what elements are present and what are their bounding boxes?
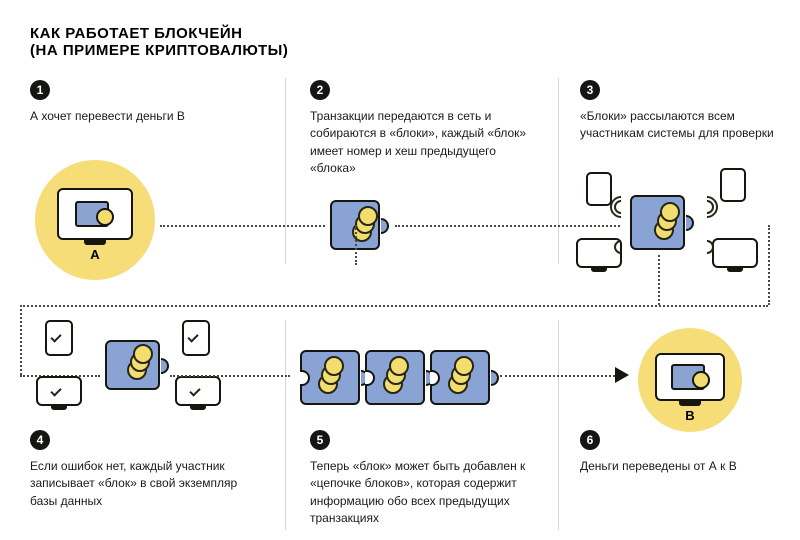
signal-wave-icon [691,191,722,222]
connector-line [395,225,620,227]
step-4-text: Если ошибок нет, каждый участник записыв… [30,458,260,510]
wallet-icon [75,201,109,227]
check-icon [52,384,66,394]
separator [285,320,286,530]
monitor-small-icon [712,238,758,272]
step-2-number: 2 [310,80,330,100]
separator [558,78,559,264]
connector-line [355,225,357,265]
step-6-text: Деньги переведены от А к В [580,458,790,475]
step-3-text: «Блоки» рассылаются всем участникам сист… [580,108,790,143]
connector-line [160,225,325,227]
arrowhead-icon [615,367,629,383]
check-icon [52,330,66,340]
check-icon [191,384,205,394]
connector-line [20,305,768,307]
label-b: B [655,408,725,423]
step-1-text: А хочет перевести деньги В [30,108,240,125]
separator [285,78,286,264]
connector-line [768,225,770,305]
step-2-text: Транзакции передаются в сеть и собираютс… [310,108,540,178]
step-4-number: 4 [30,430,50,450]
connector-line [500,375,615,377]
connector-line [170,375,290,377]
label-a: A [57,247,133,262]
step-5-number: 5 [310,430,330,450]
title-line1: КАК РАБОТАЕТ БЛОКЧЕЙН [30,25,288,42]
wallet-icon [671,364,705,390]
tablet-icon [720,168,746,202]
connector-line [20,305,22,375]
title-line2: (НА ПРИМЕРЕ КРИПТОВАЛЮТЫ) [30,42,288,59]
step-6-number: 6 [580,430,600,450]
step-1-number: 1 [30,80,50,100]
connector-line [658,255,660,305]
infographic-title: КАК РАБОТАЕТ БЛОКЧЕЙН (НА ПРИМЕРЕ КРИПТО… [30,25,288,59]
step-3-number: 3 [580,80,600,100]
step-5-text: Теперь «блок» может быть добавлен к «цеп… [310,458,560,528]
monitor-a-icon: A [57,188,133,262]
check-icon [189,330,203,340]
monitor-b-icon: B [655,353,725,423]
tablet-icon [586,172,612,206]
